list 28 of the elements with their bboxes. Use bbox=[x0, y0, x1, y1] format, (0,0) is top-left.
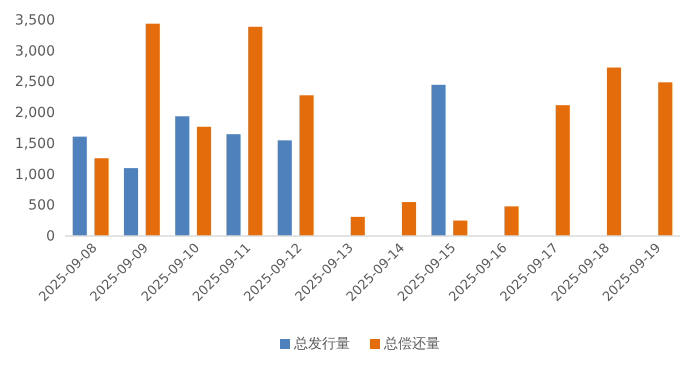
y-tick-label: 1,500 bbox=[14, 136, 55, 152]
bar bbox=[72, 136, 87, 236]
bar bbox=[146, 24, 160, 236]
y-tick-label: 500 bbox=[28, 198, 55, 214]
bar bbox=[278, 140, 292, 236]
bar bbox=[431, 84, 446, 236]
y-tick-label: 2,000 bbox=[14, 105, 55, 122]
bar bbox=[504, 206, 519, 236]
legend-label: 总偿还量 bbox=[383, 336, 440, 352]
bar bbox=[402, 202, 416, 236]
bar bbox=[453, 220, 468, 236]
bar bbox=[226, 134, 241, 236]
bar bbox=[606, 68, 622, 236]
y-tick-label: 2,500 bbox=[14, 74, 55, 90]
bar bbox=[94, 158, 109, 236]
y-tick-label: 0 bbox=[46, 228, 55, 244]
bar bbox=[556, 105, 570, 236]
legend-label: 总发行量 bbox=[293, 336, 350, 352]
bar bbox=[175, 116, 190, 236]
bar bbox=[196, 126, 212, 236]
y-tick-label: 3,000 bbox=[14, 43, 55, 60]
bar bbox=[299, 95, 314, 236]
bar bbox=[248, 26, 262, 236]
bar bbox=[658, 82, 672, 236]
bar bbox=[350, 216, 365, 236]
y-tick-label: 1,000 bbox=[14, 166, 55, 183]
bar bbox=[124, 168, 138, 236]
y-tick-label: 3,500 bbox=[14, 12, 55, 28]
